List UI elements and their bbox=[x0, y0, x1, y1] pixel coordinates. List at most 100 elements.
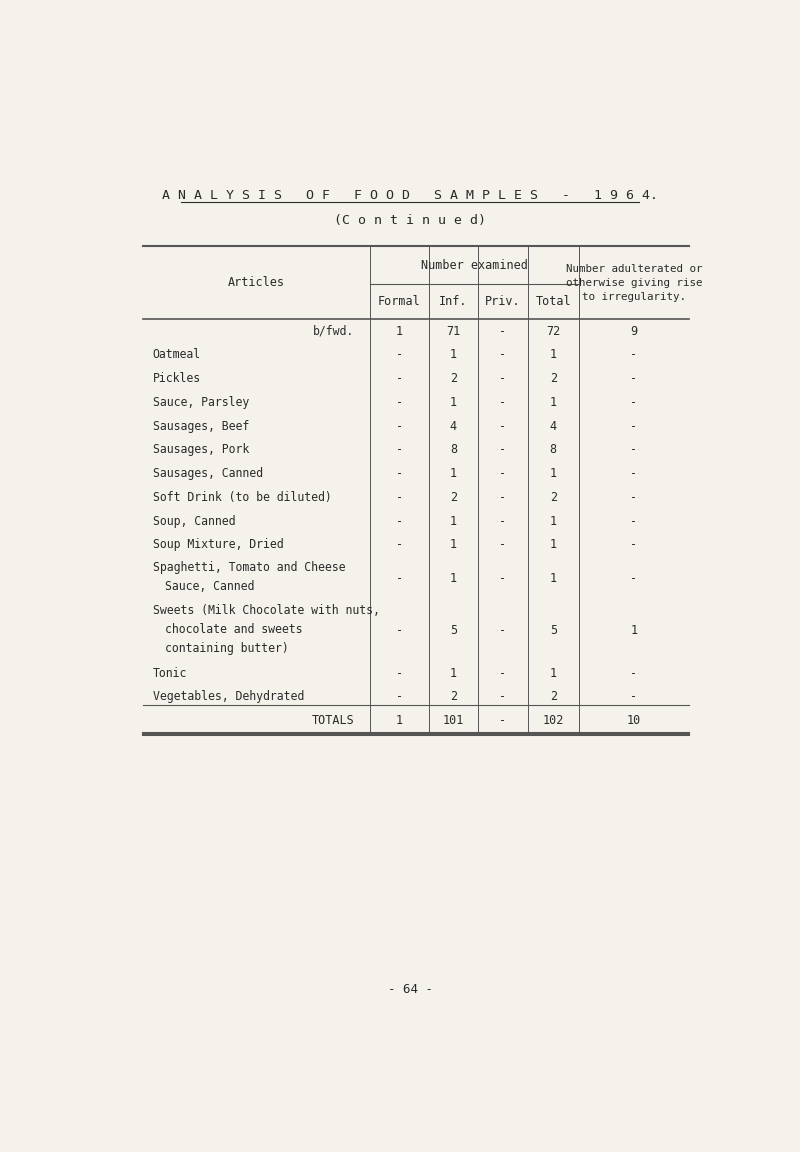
Text: 2: 2 bbox=[450, 491, 457, 503]
Text: Sausages, Pork: Sausages, Pork bbox=[153, 444, 249, 456]
Text: Soft Drink (to be diluted): Soft Drink (to be diluted) bbox=[153, 491, 331, 503]
Text: -: - bbox=[395, 538, 402, 552]
Text: 1: 1 bbox=[450, 571, 457, 585]
Text: Number adulterated or
otherwise giving rise
to irregularity.: Number adulterated or otherwise giving r… bbox=[566, 264, 702, 302]
Text: -: - bbox=[499, 419, 506, 433]
Text: -: - bbox=[499, 491, 506, 503]
Text: 101: 101 bbox=[442, 714, 464, 727]
Text: containing butter): containing butter) bbox=[165, 642, 289, 654]
Text: Sausages, Beef: Sausages, Beef bbox=[153, 419, 249, 433]
Text: - 64 -: - 64 - bbox=[387, 984, 433, 996]
Text: -: - bbox=[630, 667, 638, 680]
Text: -: - bbox=[395, 396, 402, 409]
Text: 72: 72 bbox=[546, 325, 560, 338]
Text: Soup Mixture, Dried: Soup Mixture, Dried bbox=[153, 538, 283, 552]
Text: Articles: Articles bbox=[228, 276, 285, 289]
Text: -: - bbox=[395, 467, 402, 480]
Text: Oatmeal: Oatmeal bbox=[153, 348, 201, 362]
Text: chocolate and sweets: chocolate and sweets bbox=[165, 623, 302, 636]
Text: 1: 1 bbox=[450, 538, 457, 552]
Text: -: - bbox=[630, 491, 638, 503]
Text: -: - bbox=[499, 515, 506, 528]
Text: -: - bbox=[630, 690, 638, 704]
Text: -: - bbox=[395, 690, 402, 704]
Text: -: - bbox=[630, 467, 638, 480]
Text: -: - bbox=[630, 515, 638, 528]
Text: 5: 5 bbox=[450, 624, 457, 637]
Text: 2: 2 bbox=[550, 372, 557, 385]
Text: 2: 2 bbox=[550, 690, 557, 704]
Text: 1: 1 bbox=[550, 667, 557, 680]
Text: Priv.: Priv. bbox=[485, 295, 521, 308]
Text: 102: 102 bbox=[542, 714, 564, 727]
Text: Inf.: Inf. bbox=[439, 295, 468, 308]
Text: (C o n t i n u e d): (C o n t i n u e d) bbox=[334, 214, 486, 227]
Text: b/fwd.: b/fwd. bbox=[313, 325, 354, 338]
Text: 1: 1 bbox=[450, 667, 457, 680]
Text: -: - bbox=[630, 396, 638, 409]
Text: -: - bbox=[499, 624, 506, 637]
Text: Sausages, Canned: Sausages, Canned bbox=[153, 467, 262, 480]
Text: -: - bbox=[395, 667, 402, 680]
Text: -: - bbox=[395, 444, 402, 456]
Text: Sauce, Canned: Sauce, Canned bbox=[165, 579, 254, 593]
Text: -: - bbox=[630, 348, 638, 362]
Text: 4: 4 bbox=[450, 419, 457, 433]
Text: 1: 1 bbox=[630, 624, 638, 637]
Text: 1: 1 bbox=[550, 348, 557, 362]
Text: -: - bbox=[499, 667, 506, 680]
Text: 10: 10 bbox=[626, 714, 641, 727]
Text: 1: 1 bbox=[450, 396, 457, 409]
Text: -: - bbox=[499, 372, 506, 385]
Text: Tonic: Tonic bbox=[153, 667, 187, 680]
Text: Formal: Formal bbox=[378, 295, 421, 308]
Text: -: - bbox=[499, 571, 506, 585]
Text: -: - bbox=[499, 444, 506, 456]
Text: Number examined: Number examined bbox=[421, 258, 528, 272]
Text: -: - bbox=[499, 690, 506, 704]
Text: 8: 8 bbox=[450, 444, 457, 456]
Text: 4: 4 bbox=[550, 419, 557, 433]
Text: 1: 1 bbox=[450, 348, 457, 362]
Text: 1: 1 bbox=[395, 325, 402, 338]
Text: -: - bbox=[630, 419, 638, 433]
Text: 1: 1 bbox=[550, 396, 557, 409]
Text: 5: 5 bbox=[550, 624, 557, 637]
Text: Soup, Canned: Soup, Canned bbox=[153, 515, 235, 528]
Text: Sweets (Milk Chocolate with nuts,: Sweets (Milk Chocolate with nuts, bbox=[153, 605, 379, 617]
Text: -: - bbox=[395, 348, 402, 362]
Text: -: - bbox=[499, 348, 506, 362]
Text: -: - bbox=[395, 515, 402, 528]
Text: Spaghetti, Tomato and Cheese: Spaghetti, Tomato and Cheese bbox=[153, 561, 346, 575]
Text: -: - bbox=[630, 372, 638, 385]
Text: 9: 9 bbox=[630, 325, 638, 338]
Text: 1: 1 bbox=[550, 538, 557, 552]
Text: -: - bbox=[499, 714, 506, 727]
Text: -: - bbox=[395, 491, 402, 503]
Text: 71: 71 bbox=[446, 325, 461, 338]
Text: -: - bbox=[630, 571, 638, 585]
Text: -: - bbox=[630, 444, 638, 456]
Text: 1: 1 bbox=[550, 571, 557, 585]
Text: TOTALS: TOTALS bbox=[311, 714, 354, 727]
Text: -: - bbox=[499, 467, 506, 480]
Text: 1: 1 bbox=[450, 467, 457, 480]
Text: 1: 1 bbox=[550, 515, 557, 528]
Text: -: - bbox=[395, 419, 402, 433]
Text: -: - bbox=[499, 325, 506, 338]
Text: Vegetables, Dehydrated: Vegetables, Dehydrated bbox=[153, 690, 304, 704]
Text: 1: 1 bbox=[395, 714, 402, 727]
Text: -: - bbox=[499, 396, 506, 409]
Text: 2: 2 bbox=[550, 491, 557, 503]
Text: 2: 2 bbox=[450, 690, 457, 704]
Text: Total: Total bbox=[535, 295, 571, 308]
Text: A N A L Y S I S   O F   F O O D   S A M P L E S   -   1 9 6 4.: A N A L Y S I S O F F O O D S A M P L E … bbox=[162, 189, 658, 203]
Text: -: - bbox=[499, 538, 506, 552]
Text: Pickles: Pickles bbox=[153, 372, 201, 385]
Text: -: - bbox=[395, 624, 402, 637]
Text: -: - bbox=[395, 372, 402, 385]
Text: -: - bbox=[395, 571, 402, 585]
Text: Sauce, Parsley: Sauce, Parsley bbox=[153, 396, 249, 409]
Text: -: - bbox=[630, 538, 638, 552]
Text: 1: 1 bbox=[550, 467, 557, 480]
